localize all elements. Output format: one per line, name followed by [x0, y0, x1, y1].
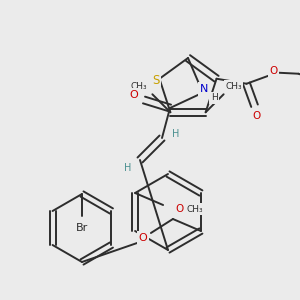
Text: H: H [172, 129, 180, 139]
Text: N: N [200, 84, 208, 94]
Text: O: O [130, 90, 138, 100]
Text: Br: Br [76, 223, 88, 233]
Text: O: O [139, 233, 147, 243]
Text: CH₃: CH₃ [225, 82, 242, 91]
Text: O: O [175, 204, 183, 214]
Text: O: O [252, 111, 261, 121]
Text: H: H [124, 163, 132, 173]
Text: CH₃: CH₃ [130, 82, 147, 91]
Text: CH₃: CH₃ [187, 205, 203, 214]
Text: O: O [269, 66, 278, 76]
Text: S: S [152, 74, 159, 87]
Text: H: H [211, 94, 218, 103]
